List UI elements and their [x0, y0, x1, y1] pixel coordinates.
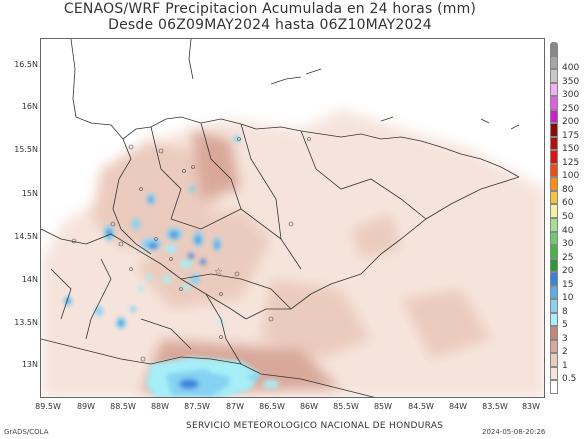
lon-label: 85W: [373, 402, 393, 411]
colorbar-segment: [550, 204, 558, 218]
colorbar-segment: [550, 109, 558, 124]
colorbar-segment: [550, 245, 558, 259]
lat-label: 16.5N: [14, 60, 38, 69]
colorbar-label: 400: [562, 63, 580, 74]
colorbar-segment: [550, 231, 558, 246]
colorbar-segment: [550, 339, 558, 354]
colorbar-segment: [550, 258, 558, 273]
colorbar-segment: [550, 380, 558, 394]
colorbar-segment: [550, 272, 558, 286]
lon-label: 86.5W: [259, 402, 285, 411]
colorbar-label: 150: [562, 144, 580, 155]
colorbar-label: 0.5: [562, 374, 577, 385]
capital-star-icon: ☆: [214, 267, 223, 278]
colorbar-segment: [550, 299, 558, 313]
map-subtitle: Desde 06Z09MAY2024 hasta 06Z10MAY2024: [108, 17, 432, 33]
precipitation-map: ☆: [40, 38, 545, 398]
lon-label: 85.5W: [333, 402, 359, 411]
colorbar-label: 2: [562, 347, 568, 358]
colorbar-label: 300: [562, 90, 580, 101]
map-canvas: ☆: [41, 39, 544, 397]
lat-label: 14N: [21, 275, 38, 284]
colorbar-label: 1: [562, 360, 568, 371]
map-title: CENAOS/WRF Precipitacion Acumulada en 24…: [63, 1, 477, 17]
lon-label: 88W: [150, 402, 170, 411]
colorbar-label: 8: [562, 306, 568, 317]
lat-label: 13.5N: [14, 318, 38, 327]
colorbar-label: 125: [562, 157, 580, 168]
colorbar-segment: [550, 366, 558, 381]
bay-islands: [270, 68, 520, 130]
colorbar-segment: [550, 150, 558, 164]
colorbar-label: 175: [562, 130, 580, 141]
lon-label: 86W: [299, 402, 319, 411]
lon-label: 89.5W: [35, 402, 61, 411]
lon-label: 84W: [448, 402, 468, 411]
lat-label: 16N: [21, 102, 38, 111]
colorbar-label: 100: [562, 171, 580, 182]
colorbar-segment: [550, 163, 558, 178]
colorbar-label: 10: [562, 293, 574, 304]
colorbar-label: 30: [562, 239, 574, 250]
colorbar-segment: [550, 82, 558, 97]
lon-label: 83W: [521, 402, 541, 411]
colorbar-label: 3: [562, 333, 568, 344]
colorbar-label: 25: [562, 252, 574, 263]
colorbar-segment: [550, 123, 558, 137]
footer-timestamp: 2024-05-08-20:26: [482, 428, 546, 436]
lon-label: 87.5W: [184, 402, 210, 411]
footer-agency: SERVICIO METEOROLOGICO NACIONAL DE HONDU…: [186, 421, 444, 431]
lon-label: 83.5W: [482, 402, 508, 411]
lat-label: 15.5N: [14, 145, 38, 154]
borders: [41, 39, 520, 397]
colorbar-segment: [550, 285, 558, 300]
lon-label: 87W: [225, 402, 245, 411]
colorbar-label: 250: [562, 103, 580, 114]
colorbar-segment: [550, 96, 558, 110]
colorbar-segment: [550, 353, 558, 367]
colorbar-label: 350: [562, 76, 580, 87]
colorbar-label: 80: [562, 184, 574, 195]
footer-software: GrADS/COLA: [4, 428, 49, 436]
city-markers: [71, 137, 311, 362]
colorbar-label: 15: [562, 279, 574, 290]
colorbar-label: 20: [562, 266, 574, 277]
colorbar: [550, 42, 558, 394]
colorbar-segment: [550, 136, 558, 151]
colorbar-segment: [550, 69, 558, 83]
colorbar-label: 5: [562, 320, 568, 331]
colorbar-label: 40: [562, 225, 574, 236]
lat-label: 14.5N: [14, 232, 38, 241]
lon-label: 88.5W: [110, 402, 136, 411]
colorbar-segment: [550, 55, 558, 70]
lon-label: 89W: [76, 402, 96, 411]
colorbar-segment: [550, 177, 558, 191]
colorbar-segment: [550, 218, 558, 232]
colorbar-label: 200: [562, 117, 580, 128]
precip-pacific-coast: [146, 357, 279, 397]
colorbar-label: 60: [562, 198, 574, 209]
lat-label: 13N: [21, 360, 38, 369]
colorbar-label: 50: [562, 212, 574, 222]
lat-label: 15N: [21, 189, 38, 198]
colorbar-segment: [550, 42, 558, 56]
colorbar-segment: [550, 312, 558, 327]
lon-label: 84.5W: [408, 402, 434, 411]
colorbar-segment: [550, 190, 558, 205]
colorbar-segment: [550, 326, 558, 340]
